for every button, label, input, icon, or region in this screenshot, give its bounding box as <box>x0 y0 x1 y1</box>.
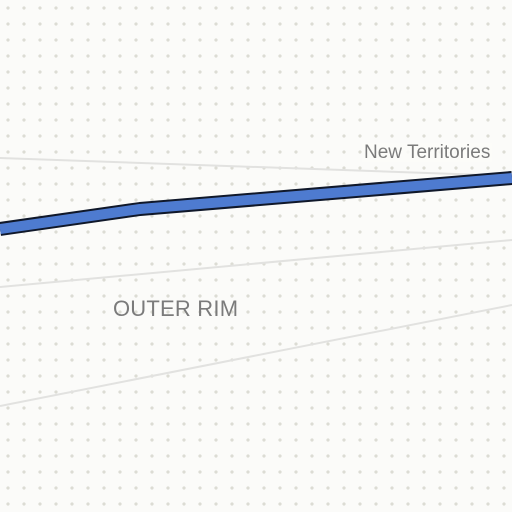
minor-road <box>0 239 512 288</box>
route-line-fill <box>0 173 512 234</box>
region-label-outer-rim: OUTER RIM <box>113 296 239 321</box>
minor-road <box>0 304 512 407</box>
minor-road <box>0 157 512 177</box>
place-label-new-territories: New Territories <box>362 142 493 163</box>
